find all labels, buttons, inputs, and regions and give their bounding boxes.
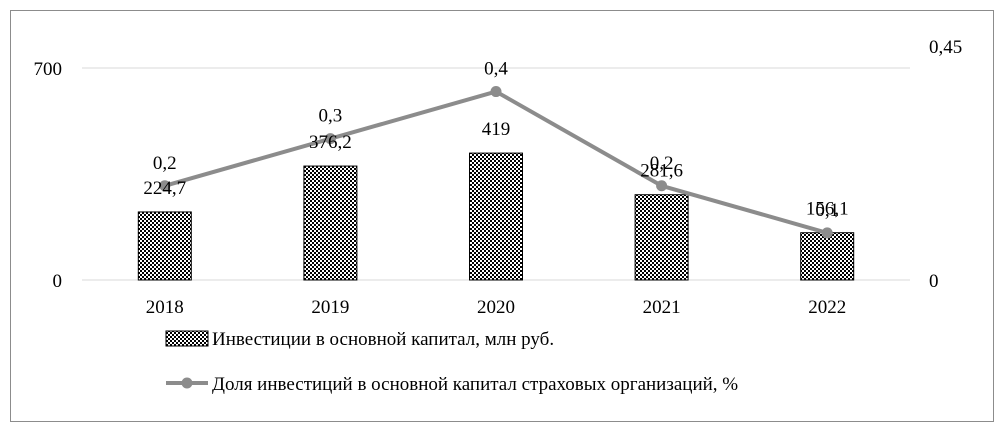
bar-value-label: 376,2 (309, 132, 352, 153)
line-point (656, 180, 668, 192)
legend: Инвестиции в основной капитал, млн руб. Д… (165, 329, 738, 395)
line-point (324, 133, 336, 145)
left-axis-tick-label: 0 (53, 271, 63, 292)
legend-item-line: Доля инвестиций в основной капитал страх… (166, 374, 738, 395)
line-value-label: 0,2 (153, 153, 177, 174)
line-value-label: 0,3 (319, 106, 343, 127)
right-axis-tick-label: 0 (929, 271, 939, 292)
line-series (159, 86, 833, 239)
line-point (490, 86, 502, 98)
legend-label-line: Доля инвестиций в основной капитал страх… (212, 374, 738, 395)
legend-swatch-bars (165, 330, 209, 347)
bar (634, 194, 689, 281)
line-value-label: 0,2 (650, 153, 674, 174)
legend-item-bars: Инвестиции в основной капитал, млн руб. (165, 329, 554, 350)
axes: 0 700 0 0,45 2018 2019 2020 2021 2022 (34, 37, 963, 318)
bar-value-label: 281,6 (640, 161, 683, 182)
legend-label-bars: Инвестиции в основной капитал, млн руб. (212, 329, 554, 350)
bar (800, 232, 855, 281)
bar-series (137, 152, 855, 281)
bar (469, 152, 523, 281)
bar (137, 211, 192, 281)
x-axis-tick-label: 2018 (146, 297, 184, 318)
x-axis-tick-label: 2019 (311, 297, 349, 318)
left-axis-tick-label: 700 (34, 59, 63, 80)
x-axis-tick-label: 2020 (477, 297, 515, 318)
bar-value-label: 224,7 (143, 178, 186, 199)
right-axis-tick-label: 0,45 (929, 37, 962, 58)
bar-value-label: 156,1 (806, 199, 849, 220)
line-value-label: 0,4 (484, 59, 508, 80)
bar-value-label: 419 (482, 119, 511, 140)
data-labels: 224,7 376,2 419 281,6 156,1 0,2 0,3 0,4 0,2 0,1 (143, 59, 848, 221)
x-axis-tick-label: 2021 (643, 297, 681, 318)
x-axis-tick-label: 2022 (808, 297, 846, 318)
bar (303, 165, 358, 281)
line-point (821, 227, 833, 239)
line-point (159, 180, 171, 192)
legend-swatch-marker (181, 377, 193, 389)
line-value-label: 0,1 (815, 200, 839, 221)
